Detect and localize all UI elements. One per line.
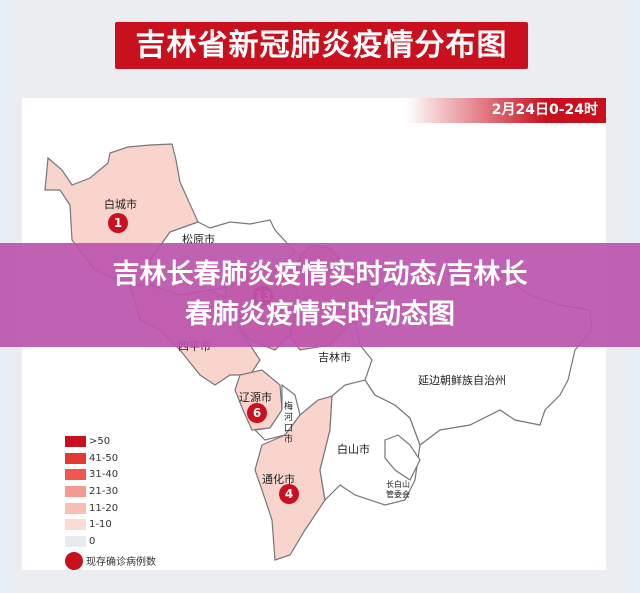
label-songyuan: 松原市 — [182, 233, 215, 246]
overlay-banner: 吉林长春肺炎疫情实时动态/吉林长 春肺炎疫情实时动态图 — [0, 243, 640, 347]
legend-item: >50 — [65, 433, 156, 450]
legend-swatch — [65, 519, 86, 531]
case-marker-tonghua: 4 — [279, 484, 299, 504]
label-liaoyuan: 辽源市 — [239, 391, 272, 404]
legend-swatch — [65, 435, 86, 447]
label-meihekou: 梅河口市 — [284, 402, 294, 445]
legend-marker-item: 现存确诊病例数 — [65, 550, 156, 572]
legend-swatch — [65, 502, 86, 514]
map-title: 吉林省新冠肺炎疫情分布图 — [115, 22, 528, 69]
label-baishan: 白山市 — [337, 443, 370, 456]
case-marker-icon — [65, 551, 83, 570]
label-jilin-city: 吉林市 — [318, 351, 351, 364]
label-changbaishan: 长白山管委会 — [386, 480, 410, 499]
case-marker-baicheng: 1 — [108, 213, 128, 233]
date-tag: 2月24日0-24时 — [406, 98, 606, 123]
case-marker-liaoyuan: 6 — [247, 403, 267, 423]
legend-item: 11-20 — [65, 500, 156, 517]
legend-item: 21-30 — [65, 483, 156, 500]
label-yanbian: 延边朝鲜族自治州 — [418, 374, 506, 387]
legend-swatch — [65, 535, 86, 547]
label-tonghua: 通化市 — [262, 473, 295, 486]
legend-swatch — [65, 452, 86, 464]
legend-item: 1-10 — [65, 516, 156, 533]
legend-swatch — [65, 485, 86, 497]
legend-item: 41-50 — [65, 450, 156, 467]
legend-swatch — [65, 469, 86, 481]
legend-item: 0 — [65, 533, 156, 550]
map-legend: >50 41-50 31-40 21-30 11-20 1-10 0 现存确诊病… — [65, 433, 156, 572]
legend-item: 31-40 — [65, 466, 156, 483]
region-meihekou — [253, 383, 301, 441]
banner-line-2: 春肺炎疫情实时动态图 — [185, 299, 455, 330]
banner-line-1: 吉林长春肺炎疫情实时动态/吉林长 — [112, 259, 528, 290]
label-baicheng: 白城市 — [104, 198, 137, 211]
region-changbaishan — [384, 434, 421, 481]
